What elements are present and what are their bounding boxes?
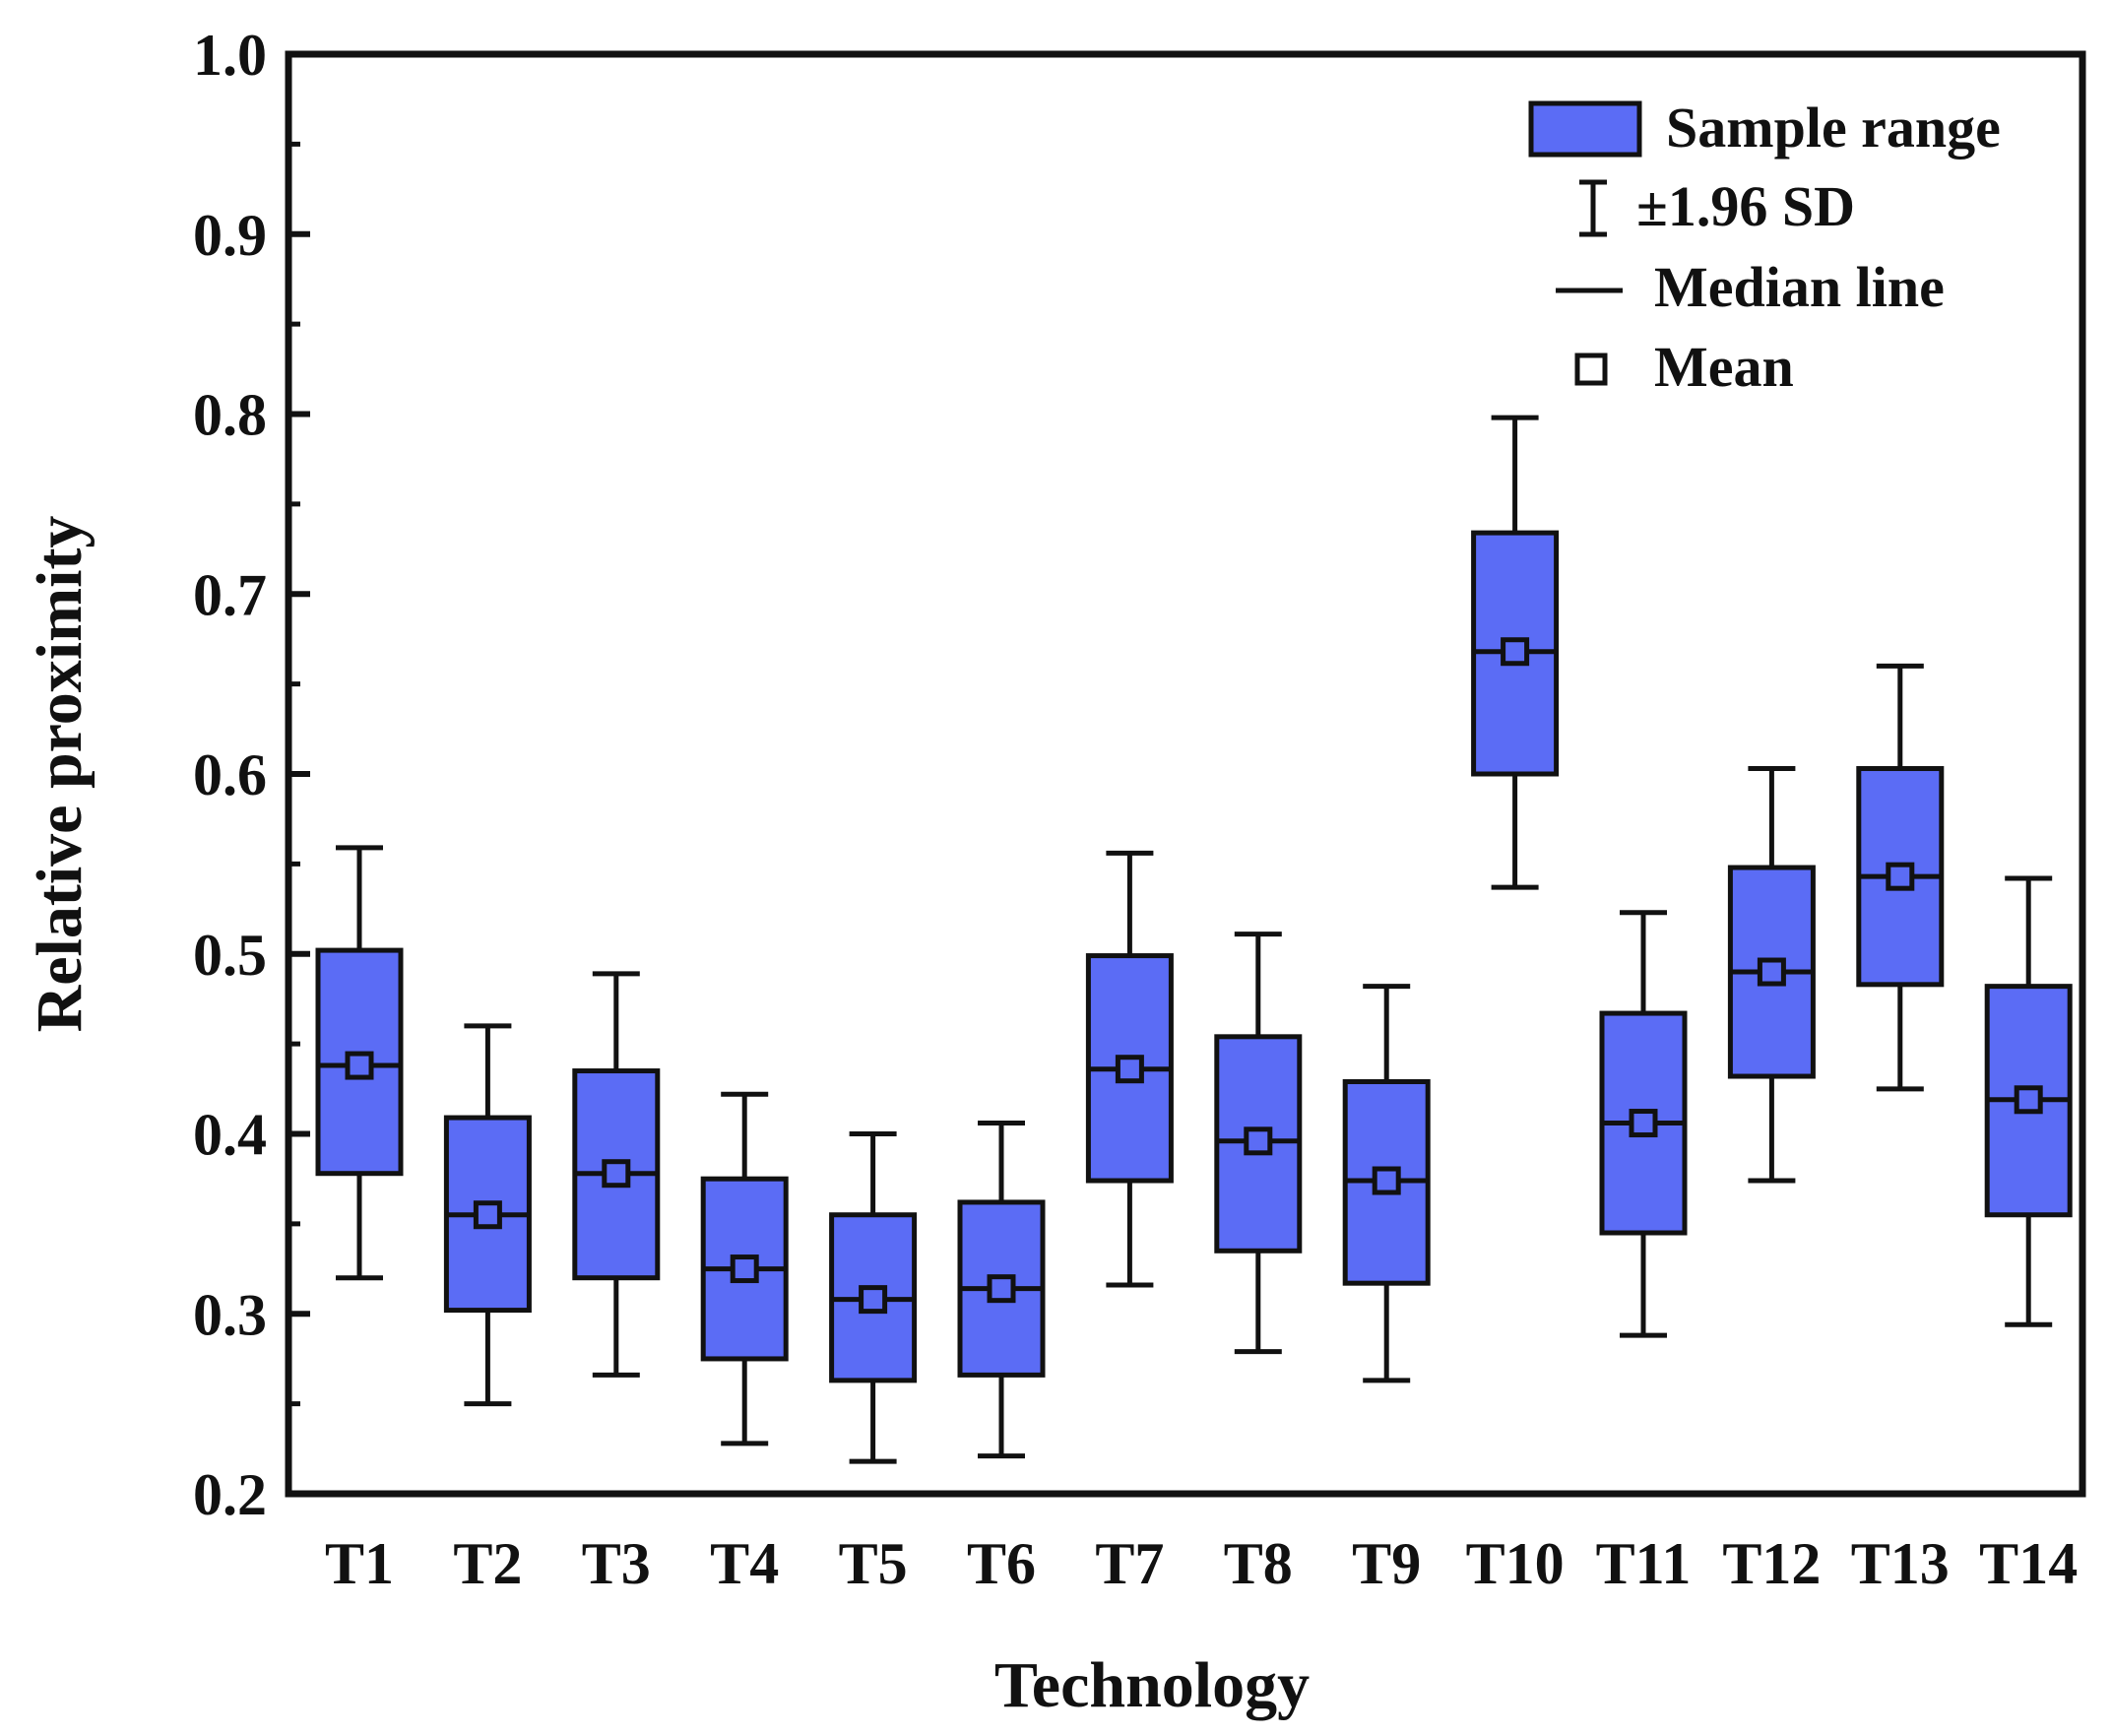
legend-symbol-sample-range <box>1528 100 1642 158</box>
y-tick-label-0.3: 0.3 <box>193 1282 267 1347</box>
mean-marker-T1 <box>345 1051 374 1080</box>
y-tick-label-0.7: 0.7 <box>193 562 267 627</box>
legend-symbol-mean <box>1574 353 1608 386</box>
legend: Sample range ±1.96 SD Median line Mean <box>1528 96 2001 399</box>
legend-label-sample-range: Sample range <box>1666 96 2001 160</box>
box-T12 <box>1727 766 1816 1184</box>
box-T8 <box>1214 932 1303 1355</box>
x-tick-label-T1: T1 <box>325 1531 394 1596</box>
y-tick-label-0.5: 0.5 <box>193 923 267 988</box>
box-T4 <box>700 1091 789 1447</box>
mean-marker-T8 <box>1244 1126 1273 1156</box>
plot-frame <box>285 50 2086 1498</box>
x-tick-label-T2: T2 <box>453 1531 522 1596</box>
y-tick-label-0.8: 0.8 <box>193 383 267 448</box>
x-tick-label-T13: T13 <box>1851 1531 1950 1596</box>
mean-marker-T2 <box>473 1200 502 1230</box>
box-T14 <box>1984 875 2073 1327</box>
box-T11 <box>1599 910 1688 1338</box>
y-tick-label-0.4: 0.4 <box>193 1103 267 1168</box>
y-tick-label-0.2: 0.2 <box>193 1462 267 1527</box>
x-tick-label-T11: T11 <box>1596 1531 1692 1596</box>
legend-label-median-line: Median line <box>1654 255 1945 319</box>
x-tick-label-T14: T14 <box>1979 1531 2078 1596</box>
mean-marker-T14 <box>2014 1085 2043 1115</box>
y-tick-label-1.0: 1.0 <box>193 23 267 88</box>
plot-marks <box>315 415 2073 1464</box>
x-tick-label-T3: T3 <box>582 1531 651 1596</box>
legend-label-mean: Mean <box>1654 335 1794 399</box>
mean-marker-T12 <box>1757 957 1786 987</box>
y-axis-ticks: 0.2 0.3 0.4 0.5 0.6 0.7 0.8 0.9 1.0 <box>193 23 310 1527</box>
box-T3 <box>572 971 661 1378</box>
x-tick-label-T5: T5 <box>839 1531 908 1596</box>
mean-marker-T5 <box>859 1285 888 1315</box>
box-T9 <box>1342 984 1431 1383</box>
legend-symbol-errorbar <box>1579 179 1607 237</box>
x-tick-label-T6: T6 <box>967 1531 1036 1596</box>
mean-marker-T9 <box>1372 1166 1401 1195</box>
box-T7 <box>1085 850 1174 1288</box>
legend-label-errorbar: ±1.96 SD <box>1636 174 1855 238</box>
y-tick-label-0.9: 0.9 <box>193 203 267 268</box>
y-axis-title: Relative proximity <box>24 516 96 1033</box>
mean-marker-T13 <box>1886 862 1915 891</box>
box-T6 <box>957 1121 1046 1459</box>
box-T10 <box>1471 415 1560 890</box>
x-tick-label-T12: T12 <box>1722 1531 1821 1596</box>
y-tick-label-0.6: 0.6 <box>193 742 267 807</box>
box-T1 <box>315 845 404 1281</box>
mean-marker-T3 <box>602 1159 631 1189</box>
mean-marker-T11 <box>1629 1109 1658 1138</box>
x-tick-label-T4: T4 <box>710 1531 779 1596</box>
x-tick-label-T7: T7 <box>1095 1531 1164 1596</box>
mean-marker-T7 <box>1115 1055 1144 1084</box>
box-T5 <box>829 1131 918 1464</box>
box-T2 <box>443 1023 532 1407</box>
x-tick-label-T9: T9 <box>1352 1531 1421 1596</box>
mean-marker-T10 <box>1501 637 1530 667</box>
x-axis-title: Technology <box>994 1649 1310 1721</box>
x-tick-label-T8: T8 <box>1224 1531 1293 1596</box>
mean-marker-T4 <box>730 1254 759 1284</box>
x-axis-ticks: T1 T2 T3 T4 T5 T6 T7 T8 T9 T10 T11 T12 T13 T14 <box>325 1531 2078 1596</box>
box-T13 <box>1856 663 1945 1092</box>
mean-marker-T6 <box>987 1274 1016 1304</box>
x-tick-label-T10: T10 <box>1466 1531 1565 1596</box>
